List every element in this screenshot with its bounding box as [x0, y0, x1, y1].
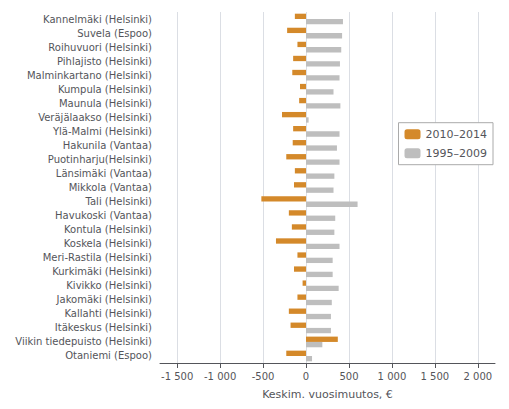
- svg-text:Kontula (Helsinki): Kontula (Helsinki): [64, 224, 152, 235]
- svg-text:Hakunila (Vantaa): Hakunila (Vantaa): [63, 140, 152, 151]
- svg-text:Koskela (Helsinki): Koskela (Helsinki): [64, 238, 152, 249]
- svg-text:2010–2014: 2010–2014: [426, 128, 488, 141]
- svg-text:Suvela (Espoo): Suvela (Espoo): [77, 28, 152, 39]
- svg-text:Maunula (Helsinki): Maunula (Helsinki): [59, 98, 152, 109]
- svg-text:Kannelmäki (Helsinki): Kannelmäki (Helsinki): [43, 14, 152, 25]
- svg-text:0: 0: [303, 371, 309, 382]
- svg-text:Meri-Rastila (Helsinki): Meri-Rastila (Helsinki): [43, 252, 152, 263]
- svg-text:Kumpula (Helsinki): Kumpula (Helsinki): [58, 84, 152, 95]
- svg-text:Malminkartano (Helsinki): Malminkartano (Helsinki): [27, 70, 152, 81]
- svg-text:-500: -500: [252, 371, 275, 382]
- svg-text:Kurkimäki (Helsinki): Kurkimäki (Helsinki): [52, 266, 152, 277]
- svg-text:Puotinharju(Helsinki): Puotinharju(Helsinki): [48, 154, 152, 165]
- svg-text:Kallahti (Helsinki): Kallahti (Helsinki): [64, 308, 152, 319]
- svg-text:2 000: 2 000: [464, 371, 493, 382]
- svg-text:Havukoski (Vantaa): Havukoski (Vantaa): [55, 210, 152, 221]
- svg-text:Keskim. vuosimuutos, €: Keskim. vuosimuutos, €: [262, 388, 393, 401]
- svg-text:-1 000: -1 000: [204, 371, 236, 382]
- svg-text:Pihlajisto (Helsinki): Pihlajisto (Helsinki): [57, 56, 152, 67]
- svg-text:1 000: 1 000: [378, 371, 407, 382]
- svg-text:Roihuvuori (Helsinki): Roihuvuori (Helsinki): [48, 42, 152, 53]
- svg-text:1995–2009: 1995–2009: [426, 147, 488, 160]
- svg-text:Ylä-Malmi (Helsinki): Ylä-Malmi (Helsinki): [52, 126, 152, 137]
- svg-text:Kivikko (Helsinki): Kivikko (Helsinki): [66, 280, 152, 291]
- svg-text:-1 500: -1 500: [161, 371, 193, 382]
- svg-text:Otaniemi (Espoo): Otaniemi (Espoo): [65, 350, 152, 361]
- svg-text:Mikkola (Vantaa): Mikkola (Vantaa): [69, 182, 152, 193]
- svg-text:Viikin tiedepuisto (Helsinki): Viikin tiedepuisto (Helsinki): [15, 336, 152, 347]
- svg-text:Itäkeskus (Helsinki): Itäkeskus (Helsinki): [55, 322, 152, 333]
- svg-text:Länsimäki (Vantaa): Länsimäki (Vantaa): [56, 168, 152, 179]
- svg-text:500: 500: [339, 371, 358, 382]
- svg-text:Jakomäki (Helsinki): Jakomäki (Helsinki): [56, 294, 152, 305]
- svg-text:Veräjälaakso (Helsinki): Veräjälaakso (Helsinki): [38, 112, 152, 123]
- svg-text:Tali (Helsinki): Tali (Helsinki): [85, 196, 153, 207]
- svg-text:1 500: 1 500: [421, 371, 450, 382]
